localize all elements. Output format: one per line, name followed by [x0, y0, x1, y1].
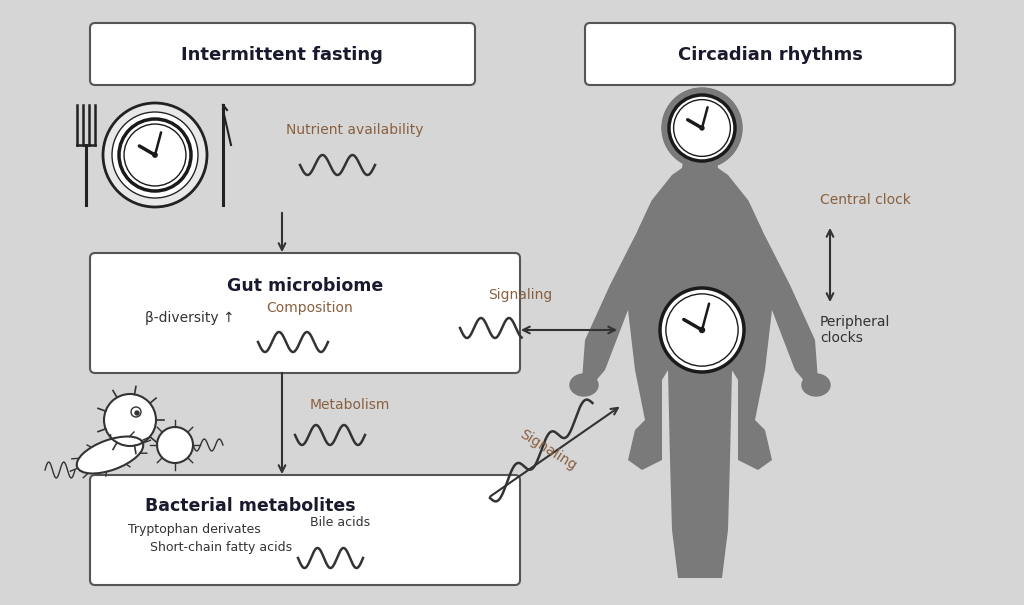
- Circle shape: [135, 411, 139, 415]
- Polygon shape: [682, 155, 718, 168]
- Text: Short-chain fatty acids: Short-chain fatty acids: [150, 541, 292, 555]
- FancyBboxPatch shape: [90, 475, 520, 585]
- Text: Composition: Composition: [266, 301, 353, 315]
- Circle shape: [104, 394, 156, 446]
- Text: Intermittent fasting: Intermittent fasting: [181, 46, 383, 64]
- Circle shape: [669, 95, 735, 161]
- Text: Tryptophan derivates: Tryptophan derivates: [128, 523, 261, 537]
- Polygon shape: [582, 200, 652, 390]
- Text: Peripheral
clocks: Peripheral clocks: [820, 315, 891, 345]
- Ellipse shape: [77, 436, 143, 474]
- Polygon shape: [628, 168, 772, 578]
- Circle shape: [153, 153, 157, 157]
- Polygon shape: [748, 200, 818, 390]
- Text: Nutrient availability: Nutrient availability: [287, 123, 424, 137]
- Text: Circadian rhythms: Circadian rhythms: [678, 46, 862, 64]
- Text: Gut microbiome: Gut microbiome: [227, 277, 383, 295]
- Text: Signaling: Signaling: [517, 427, 579, 473]
- Circle shape: [103, 103, 207, 207]
- Circle shape: [112, 112, 198, 198]
- FancyBboxPatch shape: [90, 253, 520, 373]
- Circle shape: [660, 288, 744, 372]
- Circle shape: [651, 280, 753, 381]
- Ellipse shape: [570, 374, 598, 396]
- Circle shape: [699, 327, 705, 333]
- FancyBboxPatch shape: [585, 23, 955, 85]
- Text: Signaling: Signaling: [487, 288, 552, 302]
- Text: Bile acids: Bile acids: [310, 515, 370, 529]
- Text: β-diversity ↑: β-diversity ↑: [145, 311, 234, 325]
- Circle shape: [700, 126, 703, 130]
- Text: Metabolism: Metabolism: [310, 398, 390, 412]
- Circle shape: [662, 88, 742, 168]
- Circle shape: [157, 427, 193, 463]
- Circle shape: [663, 88, 741, 168]
- Circle shape: [119, 119, 191, 191]
- Text: Central clock: Central clock: [820, 193, 911, 207]
- Text: Bacterial metabolites: Bacterial metabolites: [144, 497, 355, 515]
- FancyBboxPatch shape: [90, 23, 475, 85]
- Ellipse shape: [802, 374, 830, 396]
